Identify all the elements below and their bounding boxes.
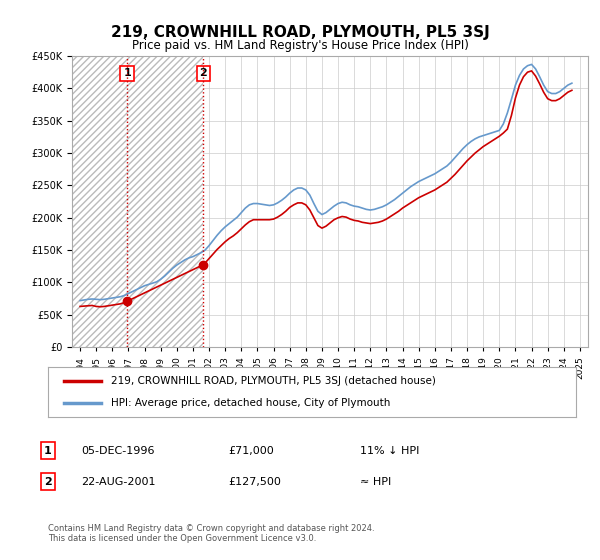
Text: 219, CROWNHILL ROAD, PLYMOUTH, PL5 3SJ: 219, CROWNHILL ROAD, PLYMOUTH, PL5 3SJ (110, 25, 490, 40)
Text: Contains HM Land Registry data © Crown copyright and database right 2024.
This d: Contains HM Land Registry data © Crown c… (48, 524, 374, 543)
Text: 1: 1 (44, 446, 52, 456)
Text: 219, CROWNHILL ROAD, PLYMOUTH, PL5 3SJ (detached house): 219, CROWNHILL ROAD, PLYMOUTH, PL5 3SJ (… (112, 376, 436, 386)
Text: ≈ HPI: ≈ HPI (360, 477, 391, 487)
Text: 2: 2 (199, 68, 207, 78)
Text: HPI: Average price, detached house, City of Plymouth: HPI: Average price, detached house, City… (112, 398, 391, 408)
Bar (72, 56, 127, 347)
Text: 11% ↓ HPI: 11% ↓ HPI (360, 446, 419, 456)
Bar (127, 56, 203, 347)
Text: £71,000: £71,000 (228, 446, 274, 456)
Text: 2: 2 (44, 477, 52, 487)
Text: £127,500: £127,500 (228, 477, 281, 487)
Text: Price paid vs. HM Land Registry's House Price Index (HPI): Price paid vs. HM Land Registry's House … (131, 39, 469, 52)
Text: 05-DEC-1996: 05-DEC-1996 (81, 446, 155, 456)
Text: 1: 1 (123, 68, 131, 78)
Text: 22-AUG-2001: 22-AUG-2001 (81, 477, 155, 487)
